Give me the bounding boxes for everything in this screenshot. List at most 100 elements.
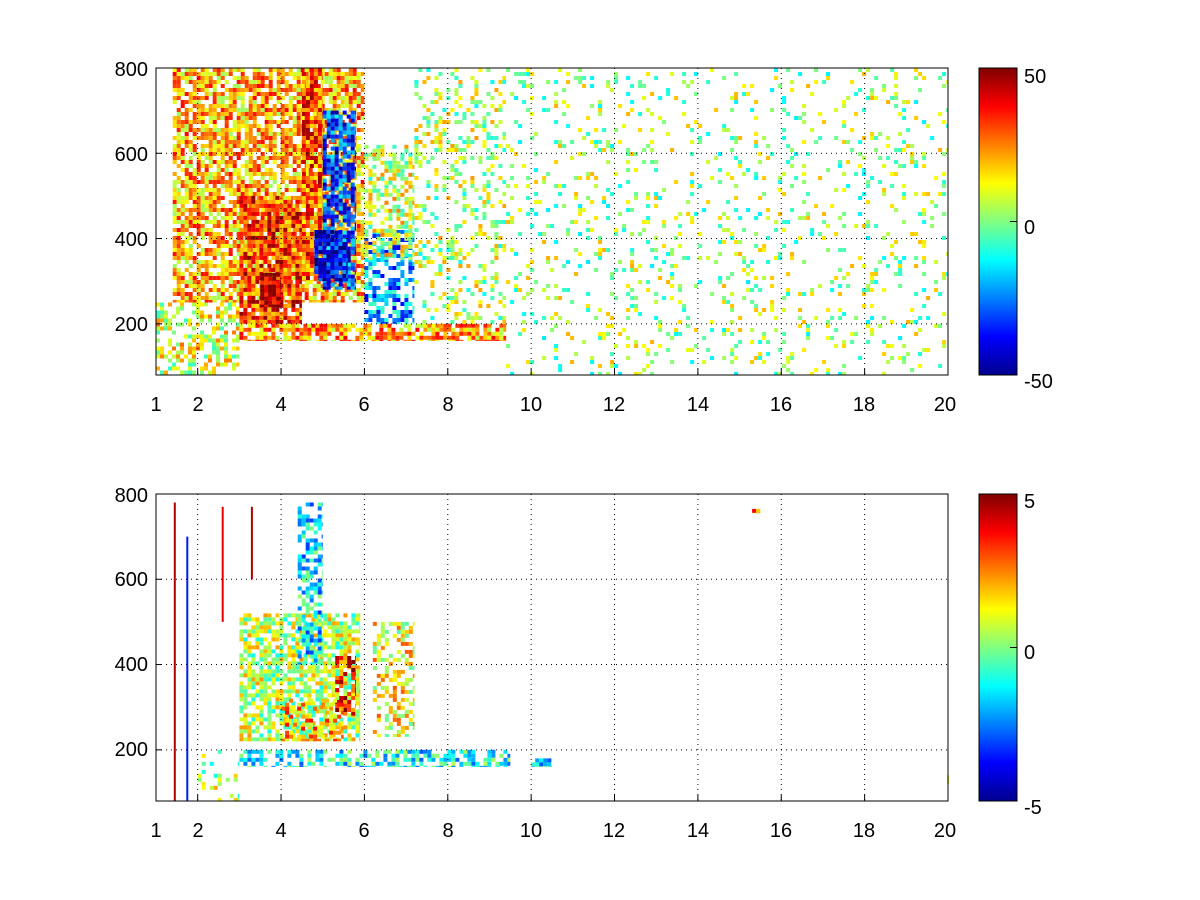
heatmap-cell: [321, 220, 323, 224]
heatmap-cell: [392, 156, 397, 161]
heatmap-cell: [264, 148, 269, 152]
heatmap-cell: [200, 76, 205, 80]
heatmap-cell: [352, 108, 357, 112]
heatmap-cell: [196, 164, 201, 168]
heatmap-cell: [686, 200, 691, 204]
heatmap-cell: [330, 250, 335, 254]
heatmap-cell: [334, 186, 339, 191]
heatmap-cell: [396, 246, 401, 250]
heatmap-cell: [172, 188, 177, 192]
heatmap-cell: [196, 284, 201, 288]
heatmap-cell: [506, 364, 511, 368]
heatmap-cell: [287, 303, 292, 308]
heatmap-cell: [247, 211, 252, 216]
heatmap-cell: [335, 327, 340, 332]
heatmap-cell: [224, 216, 229, 220]
heatmap-cell: [586, 172, 591, 176]
heatmap-cell: [344, 72, 349, 76]
heatmap-cell: [299, 339, 304, 341]
heatmap-cell: [313, 216, 318, 220]
heatmap-cell: [750, 268, 755, 272]
heatmap-cell: [710, 320, 715, 324]
heatmap-cell: [292, 108, 297, 112]
heatmap-cell: [650, 112, 655, 116]
heatmap-cell: [292, 172, 297, 176]
heatmap-cell: [359, 339, 364, 341]
heatmap-cell: [475, 323, 480, 328]
heatmap-cell: [216, 292, 221, 296]
heatmap-cell: [271, 323, 276, 328]
heatmap-cell: [301, 100, 306, 104]
heatmap-cell: [304, 188, 309, 192]
heatmap-cell: [172, 252, 177, 256]
heatmap-cell: [502, 320, 507, 324]
heatmap-cell: [284, 220, 289, 224]
heatmap-cell: [180, 292, 185, 296]
heatmap-cell: [554, 120, 559, 124]
heatmap-cell: [408, 302, 413, 306]
heatmap-cell: [301, 76, 306, 80]
heatmap-cell: [320, 96, 325, 100]
heatmap-cell: [313, 224, 318, 228]
heatmap-cell: [295, 267, 300, 272]
heatmap-cell: [738, 328, 743, 332]
heatmap-cell: [236, 172, 241, 176]
heatmap-cell: [746, 168, 751, 172]
heatmap-cell: [224, 160, 229, 164]
heatmap-cell: [212, 288, 217, 292]
heatmap-cell: [208, 120, 213, 124]
heatmap-cell: [283, 223, 288, 228]
heatmap-cell: [236, 216, 241, 220]
heatmap-cell: [204, 300, 209, 303]
heatmap-cell: [236, 220, 241, 224]
heatmap-cell: [267, 207, 272, 212]
heatmap-cell: [276, 152, 281, 156]
heatmap-cell: [184, 132, 189, 136]
heatmap-cell: [356, 260, 361, 264]
heatmap-cell: [301, 244, 306, 248]
heatmap-cell: [239, 267, 244, 272]
heatmap-cell: [212, 120, 217, 124]
heatmap-cell: [450, 108, 455, 112]
heatmap-cell: [342, 126, 347, 131]
heatmap-cell: [196, 160, 201, 164]
heatmap-cell: [280, 156, 285, 160]
heatmap-cell: [236, 260, 241, 264]
heatmap-cell: [446, 304, 451, 308]
heatmap-cell: [180, 248, 185, 252]
heatmap-cell: [526, 108, 531, 112]
heatmap-cell: [487, 335, 492, 340]
heatmap-cell: [368, 180, 373, 185]
heatmap-cell: [414, 160, 419, 164]
heatmap-cell: [450, 240, 455, 244]
heatmap-cell: [292, 120, 297, 124]
heatmap-cell: [400, 176, 405, 181]
heatmap-cell: [305, 252, 310, 256]
heatmap-cell: [299, 255, 302, 260]
heatmap-cell: [354, 150, 356, 155]
heatmap-cell: [474, 88, 479, 92]
heatmap-cell: [208, 132, 213, 136]
heatmap-cell: [244, 192, 249, 196]
heatmap-cell: [786, 220, 791, 224]
heatmap-cell: [498, 120, 503, 124]
heatmap-cell: [248, 164, 253, 168]
heatmap-cell: [248, 168, 253, 172]
heatmap-cell: [412, 216, 415, 221]
heatmap-cell: [634, 168, 639, 172]
heatmap-cell: [322, 226, 327, 231]
heatmap-cell: [526, 292, 531, 296]
heatmap-cell: [554, 356, 559, 360]
heatmap-cell: [662, 296, 667, 300]
heatmap-cell: [301, 232, 306, 236]
heatmap-cell: [391, 331, 396, 336]
heatmap-cell: [176, 156, 181, 160]
heatmap-cell: [383, 323, 388, 328]
heatmap-cell: [320, 92, 325, 96]
heatmap-cell: [216, 116, 221, 120]
heatmap-cell: [654, 168, 659, 172]
heatmap-cell: [295, 239, 300, 244]
heatmap-cell: [268, 116, 273, 120]
heatmap-cell: [610, 292, 615, 296]
heatmap-cell: [196, 104, 201, 108]
